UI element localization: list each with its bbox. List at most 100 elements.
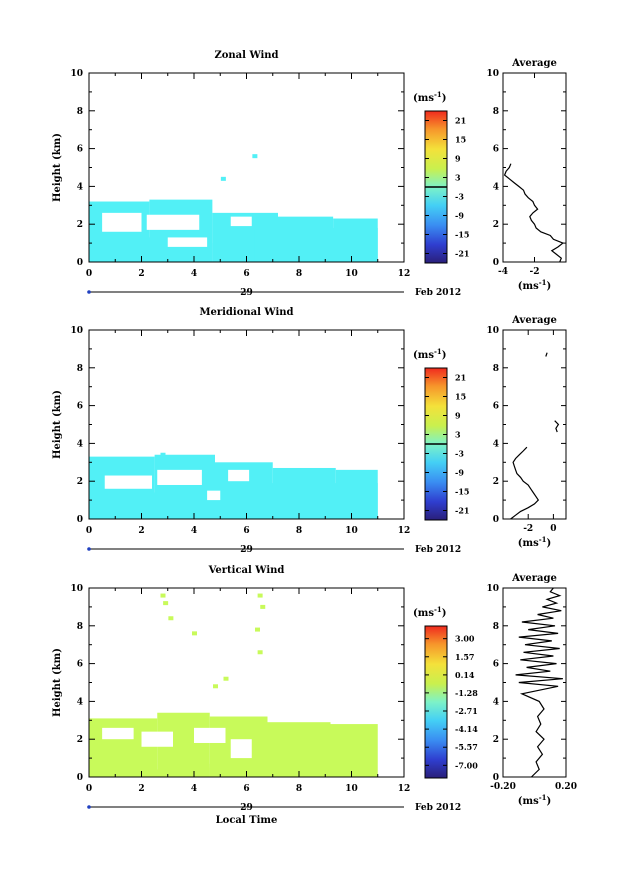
x-tick-label: 4 [191,784,197,794]
data-cell [251,483,378,519]
data-gap [104,475,152,489]
average-y-tick-label: 4 [493,697,499,707]
y-tick-label: 4 [77,182,83,192]
average-y-tick-label: 0 [493,258,499,268]
colorbar-unit: (ms-1) [413,90,446,104]
day-axis-marker [87,547,91,551]
colorbar-tick-label: 3 [455,430,461,440]
y-tick-label: 8 [77,107,83,117]
data-cell [99,241,131,262]
x-tick-label: 8 [296,269,302,279]
colorbar-tick-label: -4.14 [455,724,478,734]
colorbar-tick-label: -1.28 [455,688,478,698]
data-point [257,650,263,655]
data-point [260,604,266,609]
colorbar-tick-label: -7.00 [455,760,478,770]
y-tick-label: 2 [77,477,83,487]
colorbar-tick-label: -5.57 [455,742,478,752]
colorbar [424,625,448,779]
data-cell [136,492,181,519]
data-point [192,631,197,636]
colorbar-tick-label: -21 [455,506,469,516]
colorbar-tick-label: -21 [455,249,469,259]
x-tick-label: 2 [138,526,144,536]
average-unit: (ms-1) [518,535,551,549]
y-tick-label: 2 [77,735,83,745]
date-label: Feb 2012 [415,288,461,298]
data-gap [194,727,226,743]
data-cell [267,722,331,777]
colorbar-tick-label: 1.57 [455,652,474,662]
y-tick-label: 8 [77,622,83,632]
data-cell [199,500,226,519]
data-cell [228,229,255,262]
average-frame [502,329,567,520]
average-x-tick-label: 0 [550,524,556,534]
data-point [168,616,174,621]
average-y-tick-label: 0 [493,773,499,783]
x-tick-label: 2 [138,784,144,794]
panel-2: Meridional Wind 0 2 4 6 8 10 12 0 2 4 6 8 10 Height (k… [52,307,567,555]
colorbar-tick-label: -2.71 [455,706,478,716]
average-title: Average [511,315,557,326]
x-tick-label: 6 [243,269,249,279]
y-tick-label: 0 [77,258,83,268]
data-cell [96,496,137,519]
data-cell [254,227,378,262]
data-gap [228,469,250,482]
data-gap [207,490,221,501]
x-tick-label: 0 [86,269,92,279]
y-axis-label: Height (km) [52,133,63,202]
y-tick-label: 6 [77,660,83,670]
colorbar-tick-label: 15 [455,135,466,145]
y-tick-label: 8 [77,364,83,374]
colorbar-unit: (ms-1) [413,347,446,361]
colorbar-tick-label: 3.00 [455,634,475,644]
average-y-tick-label: 2 [493,477,499,487]
average-x-tick-label: -2 [530,267,540,277]
average-y-tick-label: 6 [493,145,499,155]
average-y-tick-label: 8 [493,107,499,117]
y-tick-label: 0 [77,773,83,783]
data-cell [330,724,378,777]
average-profile-line [515,587,563,778]
average-y-tick-label: 10 [486,69,499,79]
colorbar-tick-label: -3 [455,192,464,202]
average-y-tick-label: 6 [493,402,499,412]
average-y-tick-label: 2 [493,220,499,230]
colorbar-tick-label: -9 [455,468,464,478]
average-frame [502,587,567,778]
panel-title: Meridional Wind [199,307,293,318]
data-gap [102,212,142,232]
colorbar-tick-label: 9 [455,411,461,421]
data-point [213,684,218,689]
x-tick-label: 10 [345,526,358,536]
data-cell [183,763,210,777]
date-label: Feb 2012 [415,803,461,813]
data-gap [230,739,252,759]
y-tick-label: 4 [77,439,83,449]
x-tick-label: 0 [86,784,92,794]
average-title: Average [511,58,557,69]
average-y-tick-label: 10 [486,584,499,594]
colorbar-tick-label: -15 [455,230,469,240]
x-tick-label: 10 [345,269,358,279]
y-tick-label: 10 [70,584,83,594]
colorbar-tick-label: 15 [455,392,466,402]
colorbar-tick-label: 0.14 [455,670,475,680]
data-cell [225,490,252,519]
x-tick-label: 4 [191,269,197,279]
data-point [160,593,166,598]
average-y-tick-label: 10 [486,326,499,336]
y-tick-label: 4 [77,697,83,707]
data-cell [209,767,252,777]
average-unit: (ms-1) [518,793,551,807]
y-tick-label: 10 [70,69,83,79]
colorbar-tick-label: 9 [455,154,461,164]
average-profile-line [510,446,540,520]
average-x-tick-label: -2 [523,524,533,534]
y-tick-label: 0 [77,515,83,525]
average-profile-line [554,420,560,433]
